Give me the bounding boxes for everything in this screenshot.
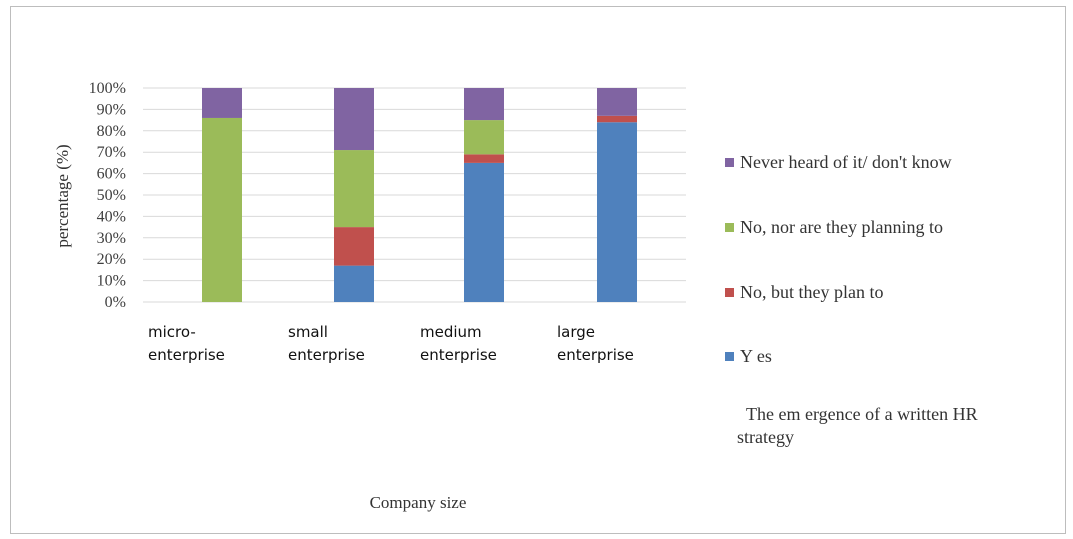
legend-entry: Y es [740, 346, 772, 366]
category-label: micro- [148, 323, 196, 341]
category-label: enterprise [288, 346, 365, 364]
bar-segment [464, 88, 504, 121]
y-tick-label: 20% [97, 251, 126, 268]
bar-segment [464, 162, 504, 302]
y-tick-label: 10% [97, 273, 126, 290]
bar-segment [334, 227, 374, 266]
legend-entry: No, but they plan to [740, 282, 883, 302]
bar-segment [597, 122, 637, 303]
bar-segment [202, 117, 242, 303]
bar-segment [334, 150, 374, 228]
bar-segment [334, 88, 374, 151]
category-labels: micro-enterprise small enterprise medium ent… [148, 323, 634, 364]
y-tick-label: 80% [97, 123, 126, 140]
chart-frame [10, 6, 1066, 534]
legend-title: The em ergence of a written HR strategy [737, 404, 978, 447]
y-tick-labels: 0% 10% 20% 30% 40% 50% 60% 70% 80% 90% 100% [89, 80, 126, 311]
legend-swatch [725, 223, 734, 232]
legend-swatch [725, 158, 734, 167]
bar-segment [464, 120, 504, 155]
category-label: large [557, 323, 595, 341]
y-tick-label: 40% [97, 208, 126, 225]
category-label: medium [420, 323, 482, 341]
legend-title-line: strategy [737, 427, 794, 447]
category-label: small [288, 323, 328, 341]
x-axis-title: Company size [370, 493, 467, 512]
y-tick-label: 90% [97, 101, 126, 118]
category-label: enterprise [557, 346, 634, 364]
bar-segment [597, 88, 637, 116]
y-tick-label: 60% [97, 166, 126, 183]
legend: Never heard of it/ don't know No, nor are… [725, 152, 952, 366]
legend-entry: No, nor are they planning to [740, 217, 943, 237]
legend-entry: Never heard of it/ don't know [740, 152, 952, 172]
legend-swatch [725, 352, 734, 361]
category-label: enterprise [148, 346, 225, 364]
y-tick-label: 0% [105, 294, 126, 311]
legend-swatch [725, 288, 734, 297]
legend-title-line: The em ergence of a written HR [746, 404, 978, 424]
category-label: enterprise [420, 346, 497, 364]
bar-segment [202, 88, 242, 118]
bar-segment [334, 265, 374, 302]
bar-segment [464, 154, 504, 163]
bars [202, 88, 637, 303]
bar-segment [597, 115, 637, 123]
y-tick-label: 70% [97, 144, 126, 161]
y-tick-label: 100% [89, 80, 126, 97]
y-tick-label: 30% [97, 230, 126, 247]
y-tick-label: 50% [97, 187, 126, 204]
y-axis-title: percentage (%) [53, 144, 72, 247]
